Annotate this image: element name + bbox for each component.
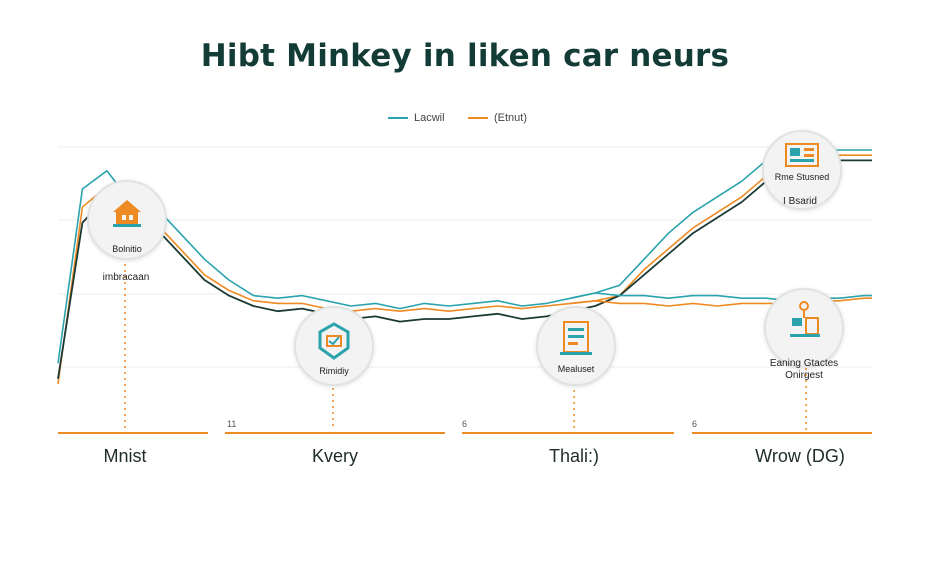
badge-shield-label: Rimidiy [319,366,349,376]
guide-lines [124,258,807,430]
legend-item-teal: Lacwil [388,112,445,124]
annotation-1: imbracaan [102,272,150,283]
section-label-4: Wrow (DG) [755,446,845,466]
badge-document-label: Mealuset [557,364,595,374]
badge-board-label: Rme Stusned [774,172,830,182]
badge-house: Bolnitio [87,180,167,260]
badge-shield: Rimidiy [294,306,374,386]
badge-house-label: Bolnitio [112,244,142,254]
section-tick-2: 11 [227,419,237,429]
annotation-2: I Bsarid [783,196,817,207]
legend-item-orange: (Etnut) [468,112,527,124]
legend-label-orange: (Etnut) [494,112,528,124]
badge-document: Mealuset [536,306,616,386]
document-icon [560,321,592,355]
board-icon [785,143,819,167]
annotation-3: Eaning Gtactes Onirgest [769,358,839,381]
series-line-5 [570,297,872,307]
series-line-1 [57,149,872,364]
series-line-4 [570,292,872,302]
shield-icon [318,322,350,360]
badge-board: Rme Stusned [762,130,842,210]
badge-tools [764,288,844,368]
chart-title: Hibt Minkey in liken car neurs [200,38,730,74]
series-group [57,149,872,385]
section-tick-4: 6 [692,419,698,429]
legend-swatch-teal [388,117,408,119]
series-line-3 [57,159,872,379]
tools-icon [790,301,820,337]
legend-swatch-orange [468,117,488,119]
house-icon [113,200,141,227]
section-tick-3: 6 [462,419,468,429]
section-label-2: Kvery [311,446,358,466]
series-line-2 [57,154,872,385]
gridlines [58,146,872,368]
section-label-1: Mnist [103,446,147,466]
section-label-3: Thali:) [548,446,599,466]
legend-label-teal: Lacwil [414,112,445,124]
legend: Lacwil (Etnut) [0,112,930,128]
